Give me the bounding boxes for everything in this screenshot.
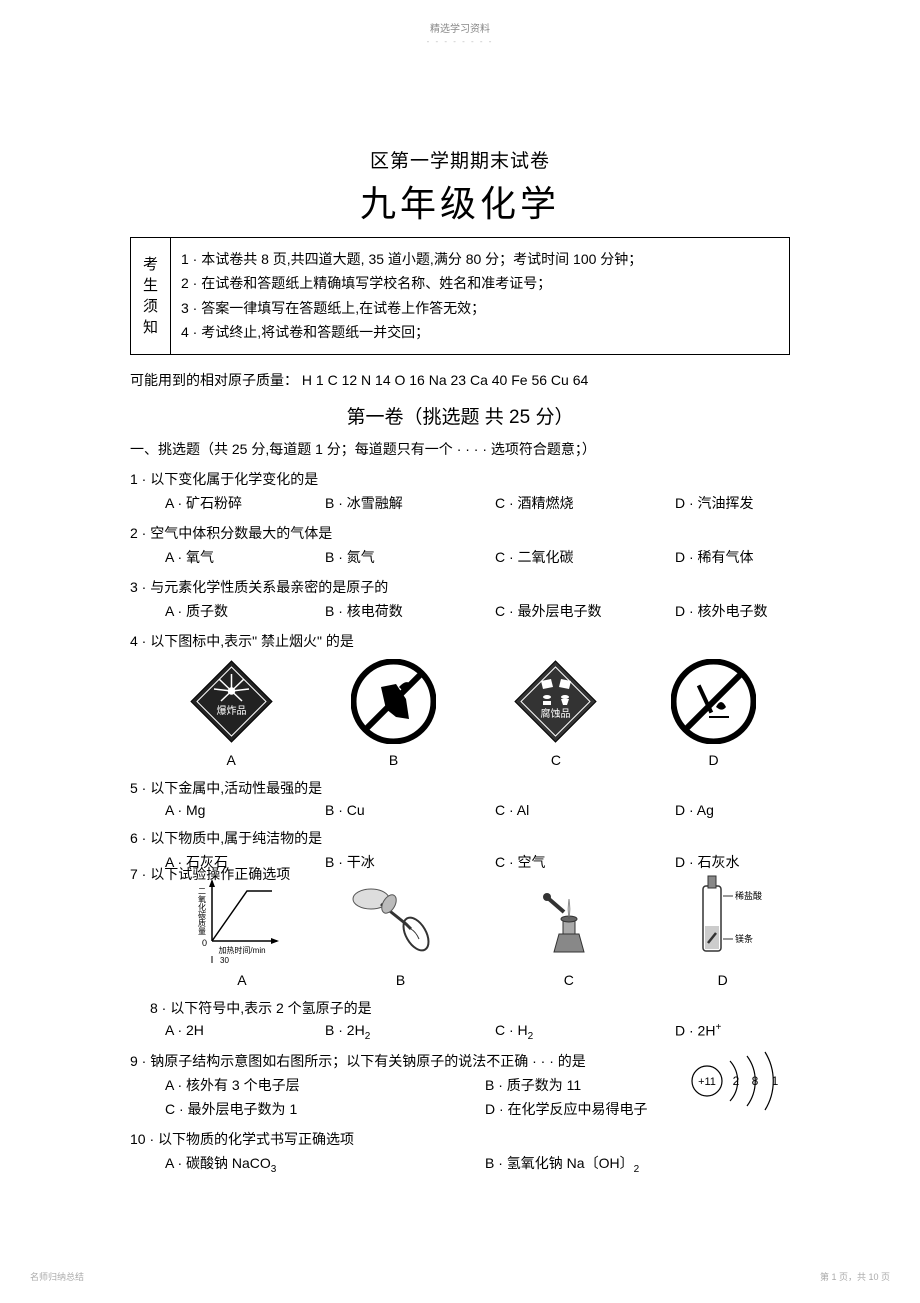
q4-label-b: B: [312, 752, 474, 768]
svg-text:腐蚀品: 腐蚀品: [541, 707, 571, 720]
q2-opt-c: C · 二氧化碳: [495, 547, 675, 567]
q7-stem: 7 · 以下试验操作正确选项: [130, 864, 790, 884]
q4-stem: 4 · 以下图标中,表示" 禁止烟火" 的是: [130, 631, 790, 651]
q1-stem: 1 · 以下变化属于化学变化的是: [130, 469, 790, 489]
svg-text:镁条: 镁条: [735, 933, 753, 944]
q3-opt-c: C · 最外层电子数: [495, 601, 675, 621]
q5-opt-c: C · Al: [495, 802, 675, 818]
question-10: 10 · 以下物质的化学式书写正确选项 A · 碳酸钠 NaCO3 B · 氢氧…: [130, 1129, 790, 1175]
q7-img-b: [319, 874, 482, 964]
q7-img-d: 稀盐酸 镁条: [655, 874, 790, 964]
q2-opt-a: A · 氧气: [165, 547, 325, 567]
question-7: 7 · 以下试验操作正确选项 0 二氧化碳质量 加热时间/min 30: [130, 864, 790, 988]
q8-opt-c: C · H2: [495, 1022, 675, 1042]
q7-img-c: [482, 874, 655, 964]
q5-opt-b: B · Cu: [325, 802, 495, 818]
q1-opt-b: B · 冰雪融解: [325, 493, 495, 513]
notice-char: 知: [143, 317, 158, 338]
q4-icon-c: 腐蚀品: [475, 659, 637, 744]
question-2: 2 · 空气中体积分数最大的气体是 A · 氧气 B · 氮气 C · 二氧化碳…: [130, 523, 790, 567]
title-area: 区第一学期期末试卷 九年级化学: [130, 146, 790, 227]
q5-opt-d: D · Ag: [675, 802, 790, 818]
q4-icon-b: [312, 659, 474, 744]
q8-opt-b: B · 2H2: [325, 1022, 495, 1042]
q7-label-c: C: [482, 972, 655, 988]
q5-stem: 5 · 以下金属中,活动性最强的是: [130, 778, 790, 798]
svg-text:30: 30: [220, 956, 229, 965]
q4-label-a: A: [150, 752, 312, 768]
svg-text:1: 1: [772, 1074, 779, 1088]
q8-stem: 8 · 以下符号中,表示 2 个氢原子的是: [150, 998, 790, 1018]
q2-opt-d: D · 稀有气体: [675, 547, 790, 567]
notice-char: 须: [143, 296, 158, 317]
notice-char: 考: [143, 254, 158, 275]
notice-line: 3 · 答案一律填写在答题纸上,在试卷上作答无效；: [181, 297, 779, 319]
q10-stem: 10 · 以下物质的化学式书写正确选项: [130, 1129, 790, 1149]
q6-stem: 6 · 以下物质中,属于纯洁物的是: [130, 828, 790, 848]
question-3: 3 · 与元素化学性质关系最亲密的是原子的 A · 质子数 B · 核电荷数 C…: [130, 577, 790, 621]
notice-line: 2 · 在试卷和答题纸上精确填写学校名称、姓名和准考证号；: [181, 272, 779, 294]
q1-opt-c: C · 酒精燃烧: [495, 493, 675, 513]
question-8: 8 · 以下符号中,表示 2 个氢原子的是 A · 2H B · 2H2 C ·…: [130, 998, 790, 1042]
svg-text:8: 8: [752, 1074, 759, 1088]
section1-desc: 一、挑选题（共 25 分,每道题 1 分；每道题只有一个 · · · · 选项符…: [130, 439, 790, 459]
question-9: 9 · 钠原子结构示意图如右图所示；以下有关钠原子的说法不正确 · · · 的是…: [130, 1051, 790, 1119]
q3-opt-a: A · 质子数: [165, 601, 325, 621]
footer-left: 名师归纳总结: [30, 1270, 84, 1283]
svg-text:爆炸品: 爆炸品: [216, 705, 246, 717]
q2-stem: 2 · 空气中体积分数最大的气体是: [130, 523, 790, 543]
q10-opt-a: A · 碳酸钠 NaCO3: [165, 1153, 485, 1175]
page-header-text: 精选学习资料: [0, 0, 920, 35]
q1-opt-a: A · 矿石粉碎: [165, 493, 325, 513]
question-1: 1 · 以下变化属于化学变化的是 A · 矿石粉碎 B · 冰雪融解 C · 酒…: [130, 469, 790, 513]
q1-opt-d: D · 汽油挥发: [675, 493, 790, 513]
q4-label-c: C: [475, 752, 637, 768]
notice-content: 1 · 本试卷共 8 页,共四道大题, 35 道小题,满分 80 分；考试时间 …: [171, 238, 789, 354]
q4-label-d: D: [637, 752, 790, 768]
atomic-mass-info: 可能用到的相对原子质量： H 1 C 12 N 14 O 16 Na 23 Ca…: [130, 370, 790, 390]
question-5: 5 · 以下金属中,活动性最强的是 A · Mg B · Cu C · Al D…: [130, 778, 790, 818]
svg-text:2: 2: [733, 1074, 740, 1088]
question-4: 4 · 以下图标中,表示" 禁止烟火" 的是: [130, 631, 790, 768]
svg-text:0: 0: [202, 938, 207, 948]
q7-label-d: D: [655, 972, 790, 988]
q7-label-a: A: [165, 972, 319, 988]
header-dots: - - - - - - - -: [0, 37, 920, 46]
exam-subtitle: 区第一学期期末试卷: [130, 146, 790, 173]
q2-opt-b: B · 氮气: [325, 547, 495, 567]
q9-opt-a: A · 核外有 3 个电子层: [165, 1075, 485, 1095]
notice-left-label: 考 生 须 知: [131, 238, 171, 354]
q3-opt-d: D · 核外电子数: [675, 601, 790, 621]
footer-right: 第 1 页，共 10 页: [820, 1270, 890, 1283]
q7-label-b: B: [319, 972, 482, 988]
svg-text:加热时间/min: 加热时间/min: [218, 945, 265, 955]
q3-stem: 3 · 与元素化学性质关系最亲密的是原子的: [130, 577, 790, 597]
q8-opt-d: D · 2H+: [675, 1022, 790, 1042]
notice-char: 生: [143, 275, 158, 296]
exam-main-title: 九年级化学: [130, 175, 790, 227]
q5-opt-a: A · Mg: [165, 802, 325, 818]
q8-opt-a: A · 2H: [165, 1022, 325, 1042]
notice-line: 1 · 本试卷共 8 页,共四道大题, 35 道小题,满分 80 分；考试时间 …: [181, 248, 779, 270]
q9-opt-c: C · 最外层电子数为 1: [165, 1099, 485, 1119]
q10-opt-b: B · 氢氧化钠 Na〔OH〕2: [485, 1153, 639, 1175]
svg-text:+11: +11: [698, 1076, 716, 1088]
sodium-atom-diagram: +11 2 8 1: [685, 1046, 795, 1116]
q3-opt-b: B · 核电荷数: [325, 601, 495, 621]
q4-icon-d: [637, 659, 790, 744]
svg-text:稀盐酸: 稀盐酸: [735, 890, 762, 901]
q4-icon-a: 爆炸品: [150, 659, 312, 744]
section1-title: 第一卷（挑选题 共 25 分）: [130, 402, 790, 429]
svg-text:二氧化碳质量: 二氧化碳质量: [197, 887, 206, 935]
notice-box: 考 生 须 知 1 · 本试卷共 8 页,共四道大题, 35 道小题,满分 80…: [130, 237, 790, 355]
notice-line: 4 · 考试终止,将试卷和答题纸一并交回；: [181, 321, 779, 343]
q7-img-a: 0 二氧化碳质量 加热时间/min 30: [165, 874, 319, 964]
